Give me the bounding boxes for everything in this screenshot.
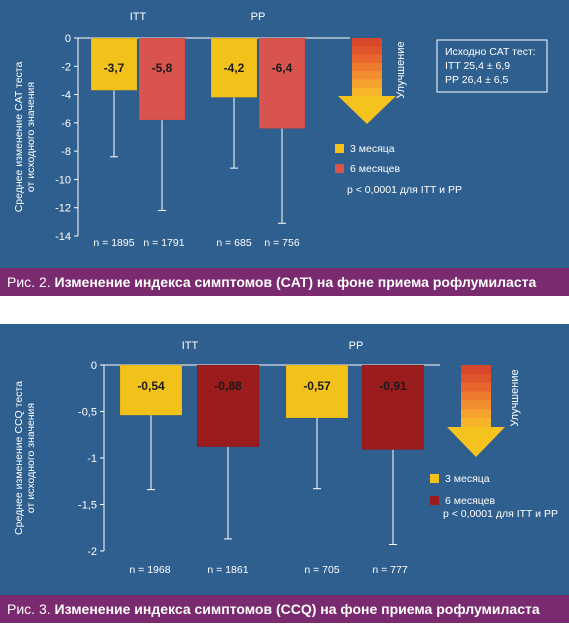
data-label: -0,88 bbox=[214, 379, 242, 393]
legend-label: 6 месяцев bbox=[350, 163, 400, 175]
y-tick-label: -1 bbox=[87, 453, 97, 465]
arrow-stripe bbox=[352, 62, 382, 72]
legend-swatch bbox=[335, 164, 344, 173]
data-label: -5,8 bbox=[152, 61, 173, 75]
y-tick-label: -2 bbox=[87, 546, 97, 558]
improvement-arrow-icon bbox=[338, 96, 396, 124]
group-label-itt: ITT bbox=[130, 11, 147, 23]
n-label: n = 756 bbox=[264, 237, 299, 249]
figure-3-caption-title: Изменение индекса симптомов (CCQ) на фон… bbox=[54, 601, 540, 617]
group-label-itt: ITT bbox=[182, 340, 199, 352]
figure-2-panel: 0 -2 -4 -6 -8 -10 -12 -14 Среднее изменение CAT … bbox=[0, 0, 569, 268]
y-tick-label: -8 bbox=[61, 146, 71, 158]
bar-pp-3m bbox=[210, 37, 258, 98]
legend-label: 3 месяца bbox=[445, 473, 490, 485]
y-axis-label-line1: Среднее изменение CCQ теста bbox=[13, 381, 25, 535]
group-label-pp: PP bbox=[251, 11, 266, 23]
bar-itt-3m bbox=[90, 37, 138, 91]
figure-3-panel: 0 -0,5 -1 -1,5 -2 Среднее изменение CCQ теста… bbox=[0, 324, 569, 595]
n-label: n = 777 bbox=[372, 564, 407, 576]
y-tick-label: -2 bbox=[61, 61, 71, 73]
separator bbox=[0, 296, 569, 324]
y-axis-label-line1: Среднее изменение CAT теста bbox=[13, 62, 25, 213]
improvement-arrow-icon bbox=[447, 427, 505, 457]
legend-label: 3 месяца bbox=[350, 143, 395, 155]
y-axis-label-line2: от исходного значения bbox=[25, 82, 37, 192]
bar-pp-6m bbox=[361, 364, 425, 450]
baseline-info-line: PP 26,4 ± 6,5 bbox=[445, 74, 509, 86]
improvement-label: Улучшение bbox=[509, 369, 521, 426]
data-label: -6,4 bbox=[272, 61, 293, 75]
arrow-stripe bbox=[461, 418, 491, 428]
bar-itt-6m bbox=[196, 364, 260, 448]
arrow-stripe bbox=[352, 71, 382, 80]
data-label: -4,2 bbox=[224, 61, 245, 75]
arrow-stripe bbox=[461, 391, 491, 401]
figure-3-chart: 0 -0,5 -1 -1,5 -2 Среднее изменение CCQ теста… bbox=[0, 324, 569, 595]
group-label-pp: PP bbox=[349, 340, 364, 352]
arrow-stripe bbox=[461, 400, 491, 410]
legend-swatch bbox=[430, 474, 439, 483]
bar-pp-6m bbox=[258, 37, 306, 129]
legend-label: 6 месяцев bbox=[445, 495, 495, 507]
n-label: n = 705 bbox=[304, 564, 339, 576]
legend-swatch bbox=[335, 144, 344, 153]
arrow-stripe bbox=[461, 382, 491, 393]
arrow-stripe bbox=[461, 409, 491, 419]
data-label: -0,54 bbox=[137, 379, 165, 393]
y-tick-label: -14 bbox=[55, 231, 71, 243]
n-label: n = 1895 bbox=[93, 237, 134, 249]
data-label: -3,7 bbox=[104, 61, 125, 75]
p-value-note: p < 0,0001 для ITT и PP bbox=[443, 508, 558, 520]
baseline-info-box bbox=[436, 39, 548, 93]
bar-itt-6m bbox=[138, 37, 186, 121]
arrow-stripe bbox=[352, 87, 382, 97]
baseline-info-line: ITT 25,4 ± 6,9 bbox=[445, 60, 510, 72]
figure-3-caption: Рис. 3. Изменение индекса симптомов (CCQ… bbox=[0, 595, 569, 623]
bar-itt-3m bbox=[119, 364, 183, 416]
arrow-stripe bbox=[352, 46, 382, 56]
n-label: n = 1968 bbox=[129, 564, 170, 576]
y-tick-label: -6 bbox=[61, 118, 71, 130]
arrow-stripe bbox=[352, 54, 382, 64]
improvement-label: Улучшение bbox=[395, 41, 407, 98]
baseline-info-line: Исходно CAT тест: bbox=[445, 46, 536, 58]
y-axis-label-line2: от исходного значения bbox=[25, 403, 37, 513]
y-tick-label: 0 bbox=[65, 33, 71, 45]
data-label: -0,57 bbox=[303, 379, 331, 393]
y-tick-label: 0 bbox=[91, 360, 97, 372]
arrow-stripe bbox=[461, 373, 491, 384]
n-label: n = 1861 bbox=[207, 564, 248, 576]
figure-2-caption-title: Изменение индекса симптомов (CAT) на фон… bbox=[54, 274, 537, 290]
y-tick-label: -10 bbox=[55, 174, 71, 186]
y-tick-label: -4 bbox=[61, 90, 71, 102]
y-tick-label: -0,5 bbox=[78, 407, 97, 419]
bar-pp-3m bbox=[285, 364, 349, 419]
y-tick-label: -12 bbox=[55, 203, 71, 215]
figure-2-caption: Рис. 2. Изменение индекса симптомов (CAT… bbox=[0, 268, 569, 296]
arrow-stripe bbox=[352, 79, 382, 89]
data-label: -0,91 bbox=[379, 379, 407, 393]
arrow-stripe bbox=[352, 38, 382, 47]
figure-2-chart: 0 -2 -4 -6 -8 -10 -12 -14 Среднее изменение CAT … bbox=[0, 0, 569, 268]
figure-3-caption-prefix: Рис. 3. bbox=[7, 601, 51, 617]
legend-swatch bbox=[430, 496, 439, 505]
figure-2-caption-prefix: Рис. 2. bbox=[7, 274, 51, 290]
p-value-note: p < 0,0001 для ITT и PP bbox=[347, 184, 462, 196]
arrow-stripe bbox=[461, 365, 491, 375]
n-label: n = 1791 bbox=[143, 237, 184, 249]
y-tick-label: -1,5 bbox=[78, 500, 97, 512]
n-label: n = 685 bbox=[216, 237, 251, 249]
